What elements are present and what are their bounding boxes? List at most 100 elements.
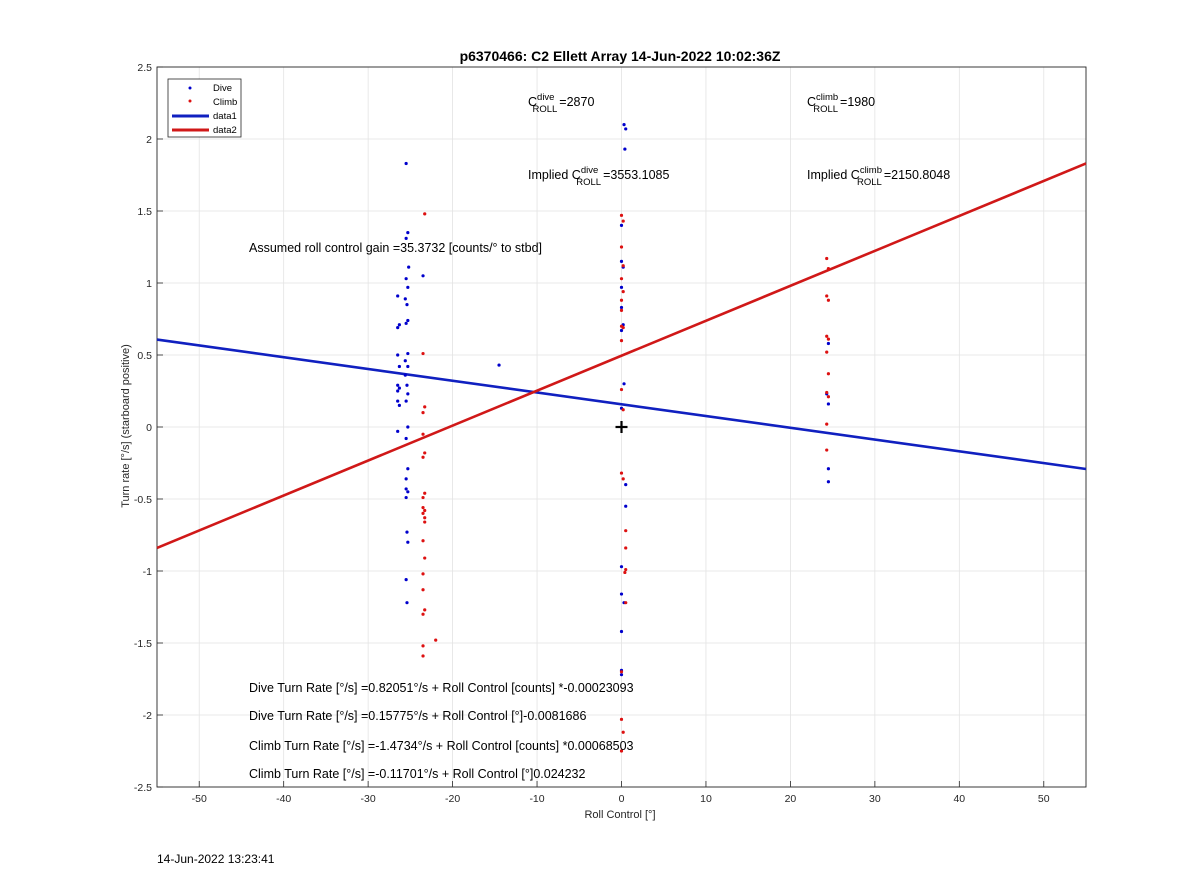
y-tick-label: -0.5 (134, 494, 152, 506)
x-tick-label: 40 (953, 793, 965, 805)
climb-point (619, 387, 624, 392)
climb-point (423, 516, 427, 520)
dive-point (619, 673, 624, 677)
climb-point (825, 256, 829, 261)
fit-line-data2 (156, 162, 1087, 550)
climb-point (421, 539, 425, 543)
dive-point (397, 403, 401, 407)
climb-point (434, 638, 438, 642)
dive-point (406, 318, 410, 323)
tick-labels: -50 -40 -30 -20 -10 0 10 20 30 40 50-2.5-2-1.5-1-0… (134, 62, 1050, 805)
dive-point (406, 467, 410, 471)
climb-point (423, 556, 427, 560)
legend-dive-marker (188, 86, 192, 90)
climb-point (621, 408, 625, 412)
dive-point (622, 382, 626, 386)
dive-point (497, 363, 501, 367)
climb-point (423, 520, 427, 524)
dive-point (396, 389, 400, 393)
climb-point (421, 654, 425, 658)
dive-point (404, 236, 408, 240)
dive-point (404, 321, 408, 325)
timestamp-footer: 14-Jun-2022 13:23:41 (157, 852, 275, 866)
dive-point (396, 429, 400, 433)
y-tick-label: -2.5 (134, 782, 152, 794)
climb-point (621, 326, 625, 330)
climb-point (825, 422, 829, 426)
annotation-implied-climb: Implied Cclimb ROLL=2150.8048 (807, 165, 950, 188)
dive-point (403, 359, 407, 363)
x-tick-label: 20 (785, 793, 797, 805)
climb-point (619, 339, 624, 343)
climb-point (423, 212, 427, 216)
annotation-eq3: Climb Turn Rate [°/s] =-1.4734°/s + Roll… (249, 739, 634, 753)
legend-data2-label: data2 (213, 125, 237, 136)
y-tick-label: -1.5 (134, 638, 152, 650)
dive-point (404, 495, 408, 500)
dive-point (403, 373, 407, 377)
climb-point (619, 749, 624, 753)
annotation-eq2: Dive Turn Rate [°/s] =0.15775°/s + Roll … (249, 709, 586, 723)
climb-point (421, 612, 425, 616)
climb-point (421, 506, 425, 510)
climb-point (623, 570, 627, 575)
dive-point (404, 436, 408, 441)
climb-point (423, 608, 427, 612)
dive-point (624, 483, 628, 487)
dive-point (396, 326, 400, 330)
dive-point (405, 530, 409, 534)
climb-point (421, 455, 425, 459)
climb-point (621, 730, 625, 734)
climb-point (619, 717, 624, 721)
climb-point (619, 670, 624, 674)
x-tick-label: 10 (700, 793, 712, 805)
dive-point (405, 383, 409, 387)
dive-point (397, 323, 401, 327)
climb-point (621, 264, 625, 268)
dive-point (619, 259, 624, 263)
data-points (396, 123, 831, 753)
x-tick-label: -50 (192, 793, 207, 805)
legend-box (167, 78, 242, 138)
dive-point (623, 147, 627, 151)
climb-point (621, 477, 625, 481)
chart-title: p6370466: C2 Ellett Array 14-Jun-2022 10… (460, 48, 781, 64)
dive-point (406, 231, 410, 235)
dive-point (619, 305, 624, 310)
fit-line-data1 (156, 338, 1087, 471)
climb-point (624, 529, 628, 533)
dive-point (407, 265, 411, 269)
dive-point (619, 565, 624, 569)
climb-point (826, 267, 831, 271)
climb-point (624, 567, 628, 572)
dive-point (619, 285, 624, 289)
x-axis-label: Roll Control [°] (584, 809, 655, 821)
legend: Dive Climb data1 data2 (167, 78, 242, 138)
dive-point (619, 592, 624, 596)
dive-point (404, 487, 408, 491)
legend-climb-label: Climb (213, 97, 237, 108)
dive-point (619, 223, 624, 227)
dive-point (404, 277, 408, 281)
annotation-c-dive: Cdive ROLL=2870 (528, 92, 594, 115)
x-tick-label: -10 (529, 793, 544, 805)
climb-point (826, 395, 831, 399)
annotation-eq1: Dive Turn Rate [°/s] =0.82051°/s + Roll … (249, 681, 634, 695)
dive-point (406, 392, 410, 396)
dive-point (396, 383, 400, 387)
dive-point (406, 425, 410, 429)
axes-box (156, 66, 1087, 788)
y-tick-label: 2.5 (137, 62, 152, 74)
annotation-eq4: Climb Turn Rate [°/s] =-0.11701°/s + Rol… (249, 767, 586, 781)
climb-point (421, 351, 425, 356)
origin-marker (615, 421, 628, 433)
climb-point (619, 277, 624, 281)
x-tick-label: -20 (445, 793, 460, 805)
climb-point (825, 390, 829, 395)
dive-point (406, 364, 410, 369)
fit-lines (156, 162, 1087, 550)
